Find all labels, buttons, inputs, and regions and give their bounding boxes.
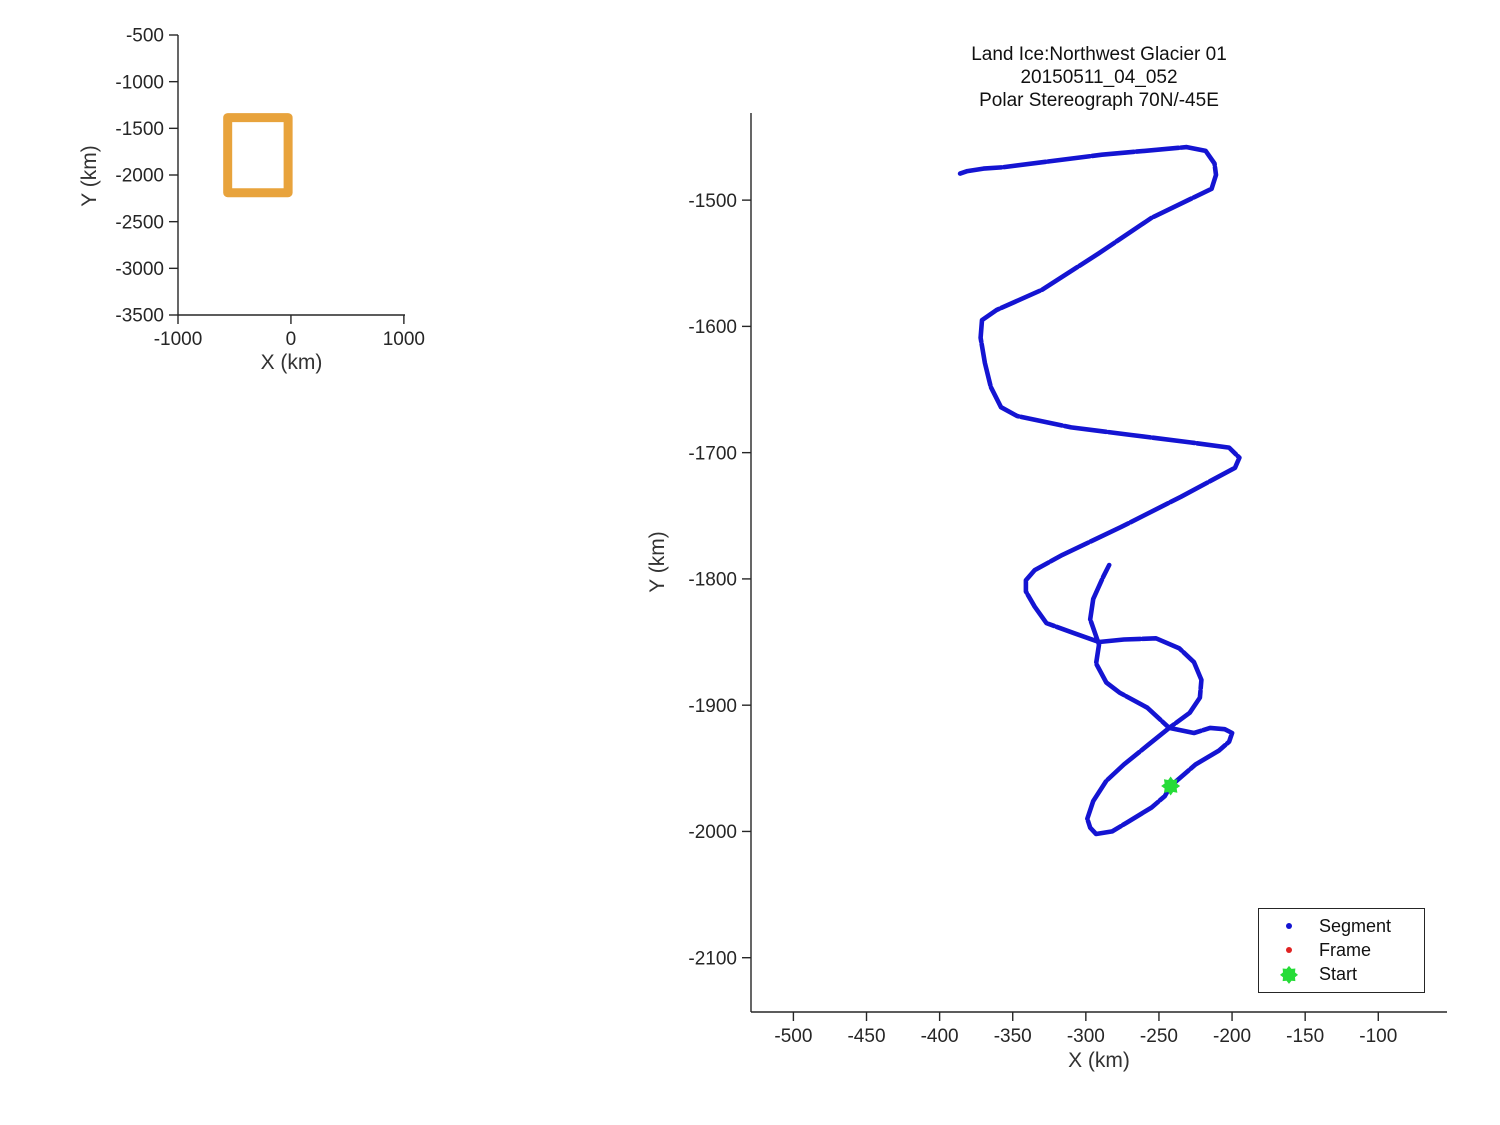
trajectory-xtick-label: -200 [1213,1026,1251,1047]
trajectory-xtick-label: -350 [994,1026,1032,1047]
segment-marker-icon [1286,923,1292,930]
frame-marker-icon [1286,947,1292,954]
legend-item-start: Start [1259,963,1424,987]
overview-ytick-label: -2500 [115,212,164,233]
title-line-granule: 20150511_04_052 [1020,67,1178,88]
trajectory-yaxis-label: Y (km) [646,531,669,593]
overview-ytick-label: -500 [126,26,164,47]
legend-label-frame: Frame [1319,939,1372,960]
legend-item-segment: Segment [1259,914,1424,938]
trajectory-ytick-label: -1900 [688,696,737,717]
start-marker-icon [1280,965,1298,984]
trajectory-ytick-label: -2000 [688,822,737,843]
trajectory-xtick-label: -400 [921,1026,959,1047]
legend-label-start: Start [1319,964,1358,985]
overview-xtick-label: 1000 [383,329,425,350]
overview-coverage-rect [223,113,293,198]
legend-swatch-wrap [1259,947,1319,954]
overview-ytick-label: -1500 [115,119,164,140]
overview-axes: -1000 0 1000 -500 -1000 -1500 -2000 -2500 -3000 -… [115,26,425,350]
overview-ytick-label: -2000 [115,166,164,187]
trajectory-path [957,144,1242,837]
title-line-campaign: Land Ice:Northwest Glacier 01 [971,44,1227,65]
trajectory-xtick-label: -250 [1140,1026,1178,1047]
legend-swatch-wrap [1259,923,1319,930]
overview-xaxis-label: X (km) [260,351,323,374]
trajectory-ytick-label: -2100 [688,948,737,969]
trajectory-xtick-label: -300 [1067,1026,1105,1047]
overview-yaxis-label: Y (km) [78,145,101,207]
trajectory-xtick-label: -500 [774,1026,812,1047]
legend: Segment Frame Start [1258,908,1425,993]
legend-swatch-wrap [1259,965,1319,984]
trajectory-xtick-label: -450 [847,1026,885,1047]
trajectory-title: Land Ice:Northwest Glacier 01 20150511_0… [751,43,1447,112]
overview-ytick-label: -3000 [115,259,164,280]
trajectory-start-marker [1161,776,1181,796]
overview-xtick-label: 0 [286,329,297,350]
overview-ytick-label: -3500 [115,306,164,327]
trajectory-xtick-label: -100 [1359,1026,1397,1047]
trajectory-axes: -500 -450 -400 -350 -300 -250 -200 -150 -100 -150… [688,113,1447,1047]
trajectory-ytick-label: -1600 [688,317,737,338]
overview-ytick-label: -1000 [115,72,164,93]
overview-xtick-label: -1000 [154,329,203,350]
trajectory-ytick-label: -1800 [688,570,737,591]
legend-item-frame: Frame [1259,938,1424,962]
trajectory-ytick-label: -1700 [688,443,737,464]
trajectory-ytick-label: -1500 [688,191,737,212]
trajectory-xaxis-label: X (km) [1068,1049,1130,1072]
trajectory-xtick-label: -150 [1286,1026,1324,1047]
title-line-projection: Polar Stereograph 70N/-45E [979,90,1219,111]
legend-label-segment: Segment [1319,915,1392,936]
